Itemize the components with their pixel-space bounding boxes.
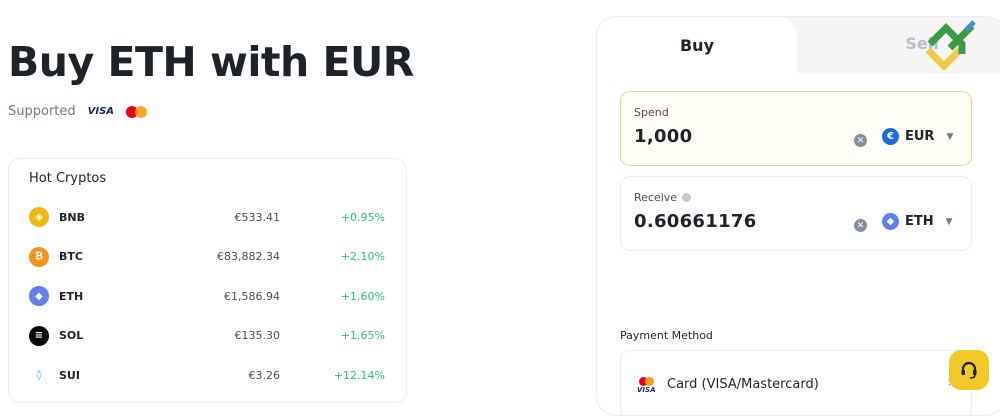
supported-label: Supported bbox=[8, 104, 76, 119]
card-icon: VISA bbox=[637, 377, 657, 394]
crypto-symbol: BNB bbox=[59, 210, 85, 224]
crypto-symbol: ETH bbox=[59, 289, 84, 303]
payment-method-label-text: Card (VISA/Mastercard) bbox=[667, 377, 819, 392]
chevron-down-icon: ▼ bbox=[945, 216, 953, 227]
btc-icon: ₿ bbox=[29, 246, 49, 267]
hot-cryptos-title: Hot Cryptos bbox=[29, 171, 107, 186]
eth-icon: ◆ bbox=[29, 286, 49, 306]
receive-label-text: Receive bbox=[634, 191, 678, 204]
spend-field[interactable]: Spend 1,000 ✕ € EUR ▼ bbox=[620, 91, 972, 166]
receive-label: Receive bbox=[634, 191, 692, 204]
crypto-change: +1.60% bbox=[340, 289, 385, 303]
mastercard-icon bbox=[126, 105, 148, 118]
spend-label: Spend bbox=[634, 106, 669, 119]
payment-method-label: Payment Method bbox=[620, 329, 713, 342]
brand-logo bbox=[925, 20, 976, 71]
receive-input[interactable]: 0.60661176 bbox=[634, 211, 757, 232]
visa-text: VISA bbox=[637, 386, 656, 394]
bnb-icon: ◈ bbox=[29, 207, 49, 227]
spend-currency-select[interactable]: € EUR ▼ bbox=[882, 128, 953, 145]
crypto-change: +12.14% bbox=[333, 368, 385, 382]
visa-icon: VISA bbox=[87, 106, 115, 117]
hot-cryptos-card: Hot Cryptos ◈ BNB €533.41 +0.95% ₿ BTC €8… bbox=[8, 158, 407, 403]
crypto-price: €1,586.94 bbox=[224, 289, 280, 303]
spend-currency: EUR bbox=[905, 129, 935, 144]
crypto-row-eth[interactable]: ◆ ETH €1,586.94 +1.60% bbox=[29, 284, 385, 308]
crypto-price: €533.41 bbox=[234, 210, 281, 224]
crypto-symbol: SOL bbox=[59, 329, 84, 342]
spend-label-text: Spend bbox=[634, 106, 669, 119]
crypto-symbol: SUI bbox=[59, 368, 80, 382]
crypto-price: €3.26 bbox=[248, 368, 281, 382]
sui-icon: ◊ bbox=[36, 369, 42, 381]
receive-field[interactable]: Receive 0.60661176 ✕ ◆ ETH ▼ bbox=[620, 176, 972, 251]
crypto-change: +0.95% bbox=[340, 210, 385, 224]
receive-currency: ETH bbox=[905, 214, 934, 229]
info-icon[interactable] bbox=[682, 193, 692, 202]
trade-panel: Buy Sell Spend 1,000 ✕ € EUR ▼ Receive 0… bbox=[596, 16, 1000, 416]
clear-icon[interactable]: ✕ bbox=[854, 134, 867, 147]
page-title: Buy ETH with EUR bbox=[8, 38, 414, 86]
crypto-price: €135.30 bbox=[234, 329, 281, 342]
crypto-symbol: BTC bbox=[59, 250, 83, 263]
crypto-row-btc[interactable]: ₿ BTC €83,882.34 +2.10% bbox=[29, 245, 385, 269]
crypto-row-sol[interactable]: ≡ SOL €135.30 +1.65% bbox=[29, 324, 385, 348]
clear-icon[interactable]: ✕ bbox=[854, 219, 867, 232]
spend-input[interactable]: 1,000 bbox=[634, 126, 693, 147]
crypto-change: +1.65% bbox=[340, 329, 385, 342]
crypto-change: +2.10% bbox=[340, 250, 385, 263]
receive-currency-select[interactable]: ◆ ETH ▼ bbox=[882, 213, 953, 230]
payment-method-select[interactable]: VISA Card (VISA/Mastercard) › bbox=[620, 350, 972, 415]
support-button[interactable] bbox=[949, 350, 989, 390]
crypto-price: €83,882.34 bbox=[217, 250, 280, 263]
tab-buy[interactable]: Buy bbox=[597, 17, 797, 73]
crypto-row-bnb[interactable]: ◈ BNB €533.41 +0.95% bbox=[29, 205, 385, 229]
chevron-down-icon: ▼ bbox=[946, 131, 954, 142]
sol-icon: ≡ bbox=[29, 325, 49, 346]
crypto-row-sui[interactable]: ◊ SUI €3.26 +12.14% bbox=[29, 363, 385, 387]
eur-icon: € bbox=[882, 128, 899, 145]
headset-icon bbox=[961, 361, 977, 379]
supported-methods: Supported VISA bbox=[8, 104, 148, 119]
eth-icon: ◆ bbox=[882, 213, 899, 230]
